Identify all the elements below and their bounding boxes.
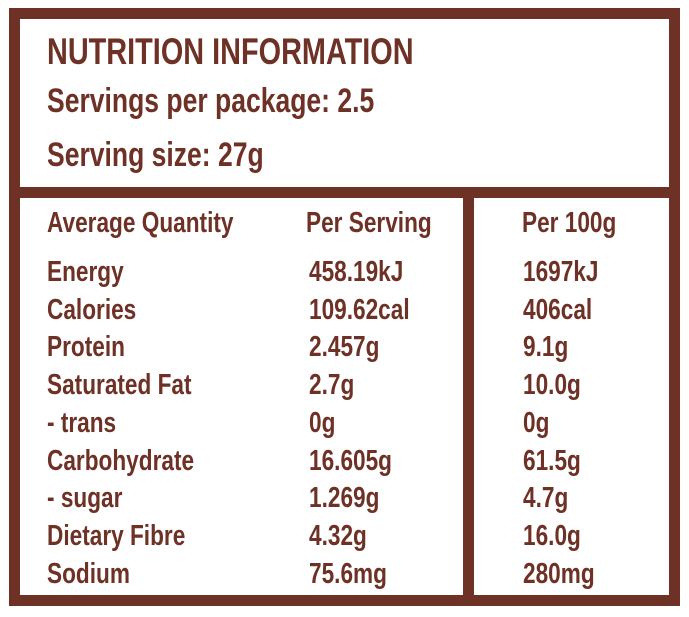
row-per-serving: 2.7g — [309, 369, 355, 402]
servings-per-package: Servings per package: 2.5 — [47, 84, 374, 118]
row-per-serving: 458.19kJ — [309, 256, 404, 288]
panel-title: NUTRITION INFORMATION — [47, 31, 414, 72]
row-name: Energy — [47, 256, 124, 288]
row-per-100g: 16.0g — [523, 519, 581, 552]
row-per-100g: 4.7g — [523, 482, 569, 515]
table-box-right — [463, 187, 680, 606]
row-per-serving: 0g — [309, 406, 336, 439]
row-name: Saturated Fat — [47, 369, 192, 402]
row-per-100g: 10.0g — [523, 369, 581, 402]
row-per-100g: 9.1g — [523, 331, 569, 364]
row-per-serving: 75.6mg — [309, 557, 387, 590]
row-per-serving: 4.32g — [309, 519, 367, 552]
row-name: - sugar — [47, 482, 123, 515]
row-name: Calories — [47, 293, 137, 326]
servings-label: Servings per package: — [47, 82, 331, 120]
row-per-serving: 16.605g — [309, 444, 393, 477]
row-name: Protein — [47, 331, 125, 364]
row-per-100g: 1697kJ — [523, 256, 599, 288]
row-per-serving: 2.457g — [309, 331, 380, 364]
column-header-per-100g: Per 100g — [522, 207, 617, 239]
serving-size-value: 27g — [217, 136, 264, 174]
row-per-serving: 1.269g — [309, 482, 380, 515]
row-name: Dietary Fibre — [47, 519, 186, 552]
column-header-quantity: Average Quantity — [47, 207, 234, 239]
servings-value: 2.5 — [337, 82, 375, 120]
row-per-100g: 406cal — [523, 293, 593, 326]
serving-size: Serving size: 27g — [47, 138, 264, 172]
row-per-100g: 0g — [523, 406, 550, 439]
row-name: Sodium — [47, 557, 130, 590]
row-per-100g: 61.5g — [523, 444, 581, 477]
row-per-serving: 109.62cal — [309, 293, 410, 326]
row-name: Carbohydrate — [47, 444, 195, 477]
row-name: - trans — [47, 406, 117, 439]
row-per-100g: 280mg — [523, 557, 595, 590]
column-header-per-serving: Per Serving — [306, 207, 432, 239]
serving-size-label: Serving size: — [47, 136, 211, 174]
